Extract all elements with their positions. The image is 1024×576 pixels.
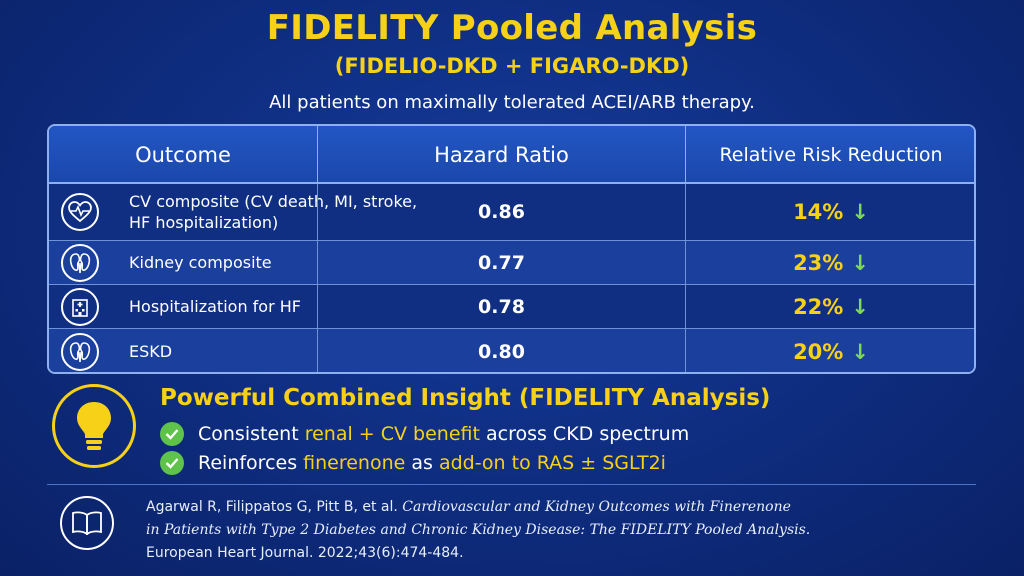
down-arrow-icon: ↓ — [851, 339, 869, 364]
citation-title: Cardiovascular and Kidney Outcomes with … — [402, 499, 791, 515]
hazard-ratio-value: 0.78 — [317, 285, 685, 328]
table-row: Kidney composite 0.77 23% ↓ — [49, 240, 974, 284]
tagline: All patients on maximally tolerated ACEI… — [269, 92, 755, 113]
table-row: CV composite (CV death, MI, stroke, HF h… — [49, 184, 974, 240]
highlight-text: add-on to RAS ± SGLT2i — [438, 452, 666, 474]
citation-journal: European Heart Journal. 2022;43(6):474-4… — [146, 545, 464, 561]
rrr-value: 20% ↓ — [685, 329, 974, 372]
insight-bullet: Reinforces finerenone as add-on to RAS ±… — [160, 451, 666, 475]
kidney-icon — [61, 332, 99, 371]
book-icon — [60, 496, 114, 550]
citation-title-cont: in Patients with Type 2 Diabetes and Chr… — [146, 522, 811, 538]
kidney-icon — [61, 243, 99, 282]
hazard-ratio-value: 0.86 — [317, 184, 685, 240]
divider — [47, 484, 976, 485]
bullet-text: Consistent renal + CV benefit across CKD… — [198, 423, 690, 445]
column-header-rrr: Relative Risk Reduction — [685, 126, 974, 184]
outcome-label: Kidney composite — [129, 253, 272, 272]
highlight-text: renal + CV benefit — [304, 423, 480, 445]
rrr-value: 22% ↓ — [685, 285, 974, 328]
hazard-ratio-value: 0.77 — [317, 241, 685, 284]
checkmark-icon — [160, 422, 184, 446]
page-title: FIDELITY Pooled Analysis — [266, 8, 758, 48]
table-header: Outcome Hazard Ratio Relative Risk Reduc… — [49, 126, 974, 184]
rrr-percent: 23% — [793, 250, 844, 275]
column-header-outcome: Outcome — [135, 143, 231, 167]
highlight-text: finerenone — [303, 452, 406, 474]
outcome-label: Hospitalization for HF — [129, 297, 301, 316]
lightbulb-icon — [52, 384, 136, 468]
bullet-text: Reinforces finerenone as add-on to RAS ±… — [198, 452, 666, 474]
rrr-value: 14% ↓ — [685, 184, 974, 240]
heart-pulse-icon — [61, 193, 99, 231]
insight-bullet: Consistent renal + CV benefit across CKD… — [160, 422, 689, 446]
table-row: Hospitalization for HF 0.78 22% ↓ — [49, 284, 974, 328]
outcomes-table: Outcome Hazard Ratio Relative Risk Reduc… — [47, 124, 976, 374]
rrr-percent: 14% — [793, 200, 844, 224]
insight-title: Powerful Combined Insight (FIDELITY Anal… — [160, 385, 771, 411]
rrr-percent: 22% — [793, 294, 844, 319]
column-header-hazard-ratio: Hazard Ratio — [317, 126, 685, 184]
citation: Agarwal R, Filippatos G, Pitt B, et al. … — [146, 496, 986, 565]
down-arrow-icon: ↓ — [851, 200, 869, 224]
down-arrow-icon: ↓ — [851, 250, 869, 275]
checkmark-icon — [160, 451, 184, 475]
table-row: ESKD 0.80 20% ↓ — [49, 328, 974, 372]
page-subtitle: (FIDELIO-DKD + FIGARO-DKD) — [334, 54, 690, 78]
hospital-icon — [61, 287, 99, 326]
rrr-percent: 20% — [793, 339, 844, 364]
rrr-value: 23% ↓ — [685, 241, 974, 284]
outcome-label: ESKD — [129, 342, 173, 361]
hazard-ratio-value: 0.80 — [317, 329, 685, 372]
outcome-label: CV composite (CV death, MI, stroke, HF h… — [129, 192, 418, 232]
citation-authors: Agarwal R, Filippatos G, Pitt B, et al. — [146, 499, 398, 515]
down-arrow-icon: ↓ — [851, 294, 869, 319]
